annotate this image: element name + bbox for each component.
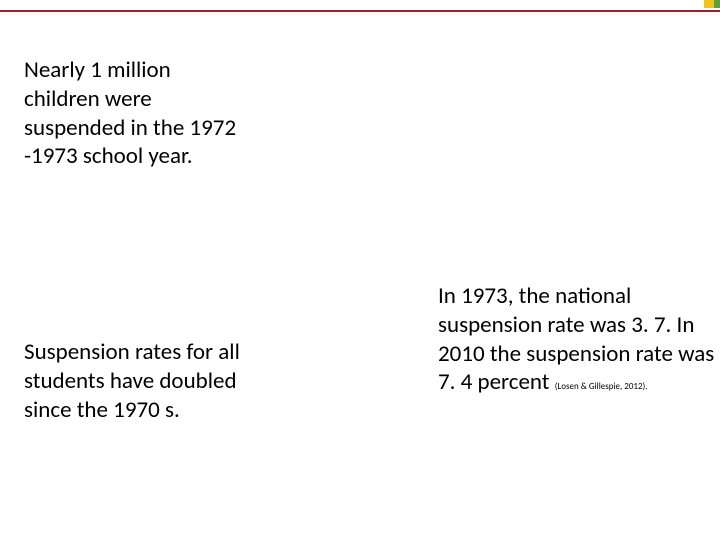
text-block-top-left: Nearly 1 million children were suspended… — [24, 56, 244, 171]
text-block-right-body: In 1973, the national suspension rate wa… — [438, 282, 714, 396]
top-rule — [0, 10, 720, 12]
top-accent-strip — [704, 0, 720, 8]
text-block-bottom-left: Suspension rates for all students have d… — [24, 338, 244, 424]
text-block-right: In 1973, the national suspension rate wa… — [438, 282, 718, 397]
citation-text: (Losen & Gillespie, 2012). — [555, 381, 648, 392]
accent-segment-yellow — [704, 0, 714, 8]
accent-segment-green — [714, 0, 720, 8]
